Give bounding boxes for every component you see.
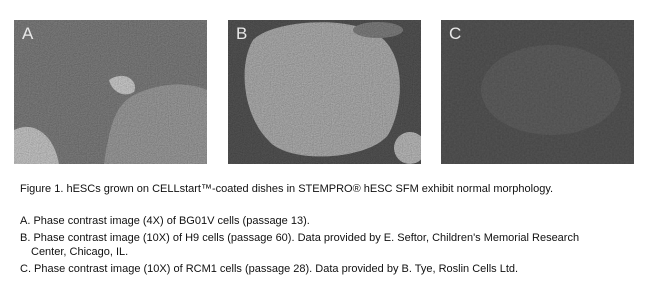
figure-caption: Figure 1. hESCs grown on CELLstart™-coat…: [20, 183, 554, 195]
micrograph: [228, 20, 421, 164]
note: B. Phase contrast image (10X) of H9 cell…: [20, 232, 580, 258]
micrograph: [14, 20, 207, 164]
figure-notes: A. Phase contrast image (4X) of BG01V ce…: [20, 214, 610, 279]
panel-label: A: [22, 24, 34, 43]
image-c: C: [441, 20, 634, 164]
note: A. Phase contrast image (4X) of BG01V ce…: [20, 215, 310, 227]
panel-label: B: [236, 24, 248, 43]
note: C. Phase contrast image (10X) of RCM1 ce…: [20, 263, 519, 275]
panel-label: C: [449, 24, 462, 43]
image-a: A: [14, 20, 207, 164]
image-b: B: [228, 20, 421, 164]
micrograph: [441, 20, 634, 164]
